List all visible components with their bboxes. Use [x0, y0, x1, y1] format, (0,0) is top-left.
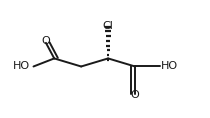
Text: HO: HO	[161, 61, 178, 72]
Text: O: O	[131, 90, 139, 100]
Text: HO: HO	[13, 61, 30, 72]
Text: Cl: Cl	[103, 21, 114, 31]
Text: O: O	[42, 36, 50, 46]
